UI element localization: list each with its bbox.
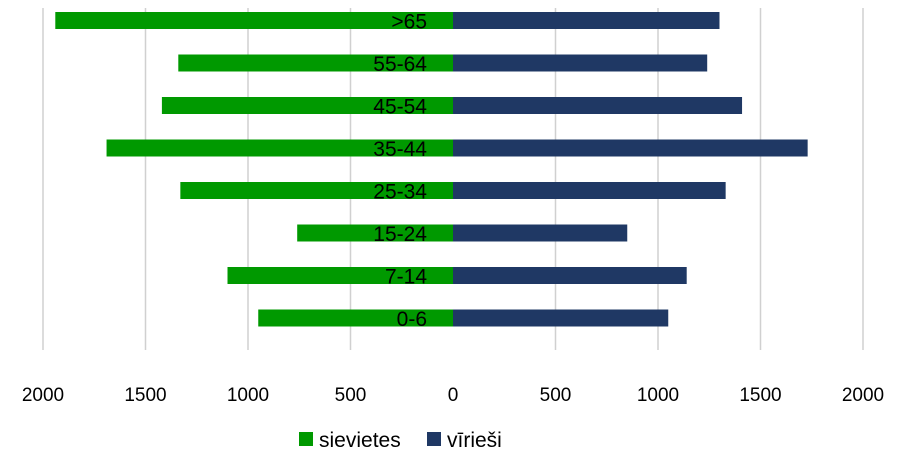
bar-male-35-44 (453, 139, 808, 157)
bar-female-35-44 (106, 139, 454, 157)
bar-female-over65 (55, 12, 454, 29)
bar-male-7-14 (453, 267, 687, 284)
legend-item: sievietes (299, 429, 401, 452)
bar-female-45-54 (161, 97, 453, 114)
legend-item: vīrieši (427, 429, 502, 452)
legend-swatch (299, 432, 313, 446)
bar-male-0-6 (453, 309, 669, 327)
x-tick-label: 500 (540, 385, 572, 406)
bar-male-15-24 (453, 224, 628, 242)
bar-male-45-54 (453, 97, 743, 114)
category-labels: 0-6 7-14 15-24 25-34 35-44 45-54 55-64 >65 (373, 11, 427, 332)
legend-label: vīrieši (447, 429, 502, 452)
legend-label: sievietes (319, 429, 401, 452)
x-tick-label: 500 (335, 385, 367, 406)
x-tick-label: 2000 (22, 385, 64, 406)
x-tick-label: 1500 (739, 385, 781, 406)
category-label: >65 (391, 11, 427, 34)
bar-female-15-24 (297, 224, 453, 242)
category-label: 55-64 (373, 53, 427, 76)
bar-female-55-64 (178, 54, 454, 72)
bar-female-25-34 (180, 182, 453, 199)
x-tick-label: 0 (448, 385, 459, 406)
category-label: 35-44 (373, 138, 427, 161)
bar-male-over65 (453, 12, 720, 29)
legend-swatch (427, 432, 441, 446)
bar-male-55-64 (453, 54, 708, 72)
bar-female-7-14 (227, 267, 453, 284)
x-axis-tick-labels: 2000 1500 1000 500 0 500 1000 1500 2000 (22, 385, 884, 406)
bar-male-25-34 (453, 182, 726, 199)
x-tick-label: 1000 (637, 385, 679, 406)
x-tick-label: 1500 (124, 385, 166, 406)
category-label: 7-14 (385, 266, 427, 289)
x-tick-label: 2000 (842, 385, 884, 406)
category-label: 0-6 (397, 308, 427, 331)
category-label: 25-34 (373, 181, 427, 204)
category-label: 15-24 (373, 223, 427, 246)
bar-female-0-6 (258, 309, 453, 327)
category-label: 45-54 (373, 96, 427, 119)
legend: sievietes vīrieši (299, 429, 502, 452)
bars (55, 12, 808, 327)
x-tick-label: 1000 (227, 385, 269, 406)
